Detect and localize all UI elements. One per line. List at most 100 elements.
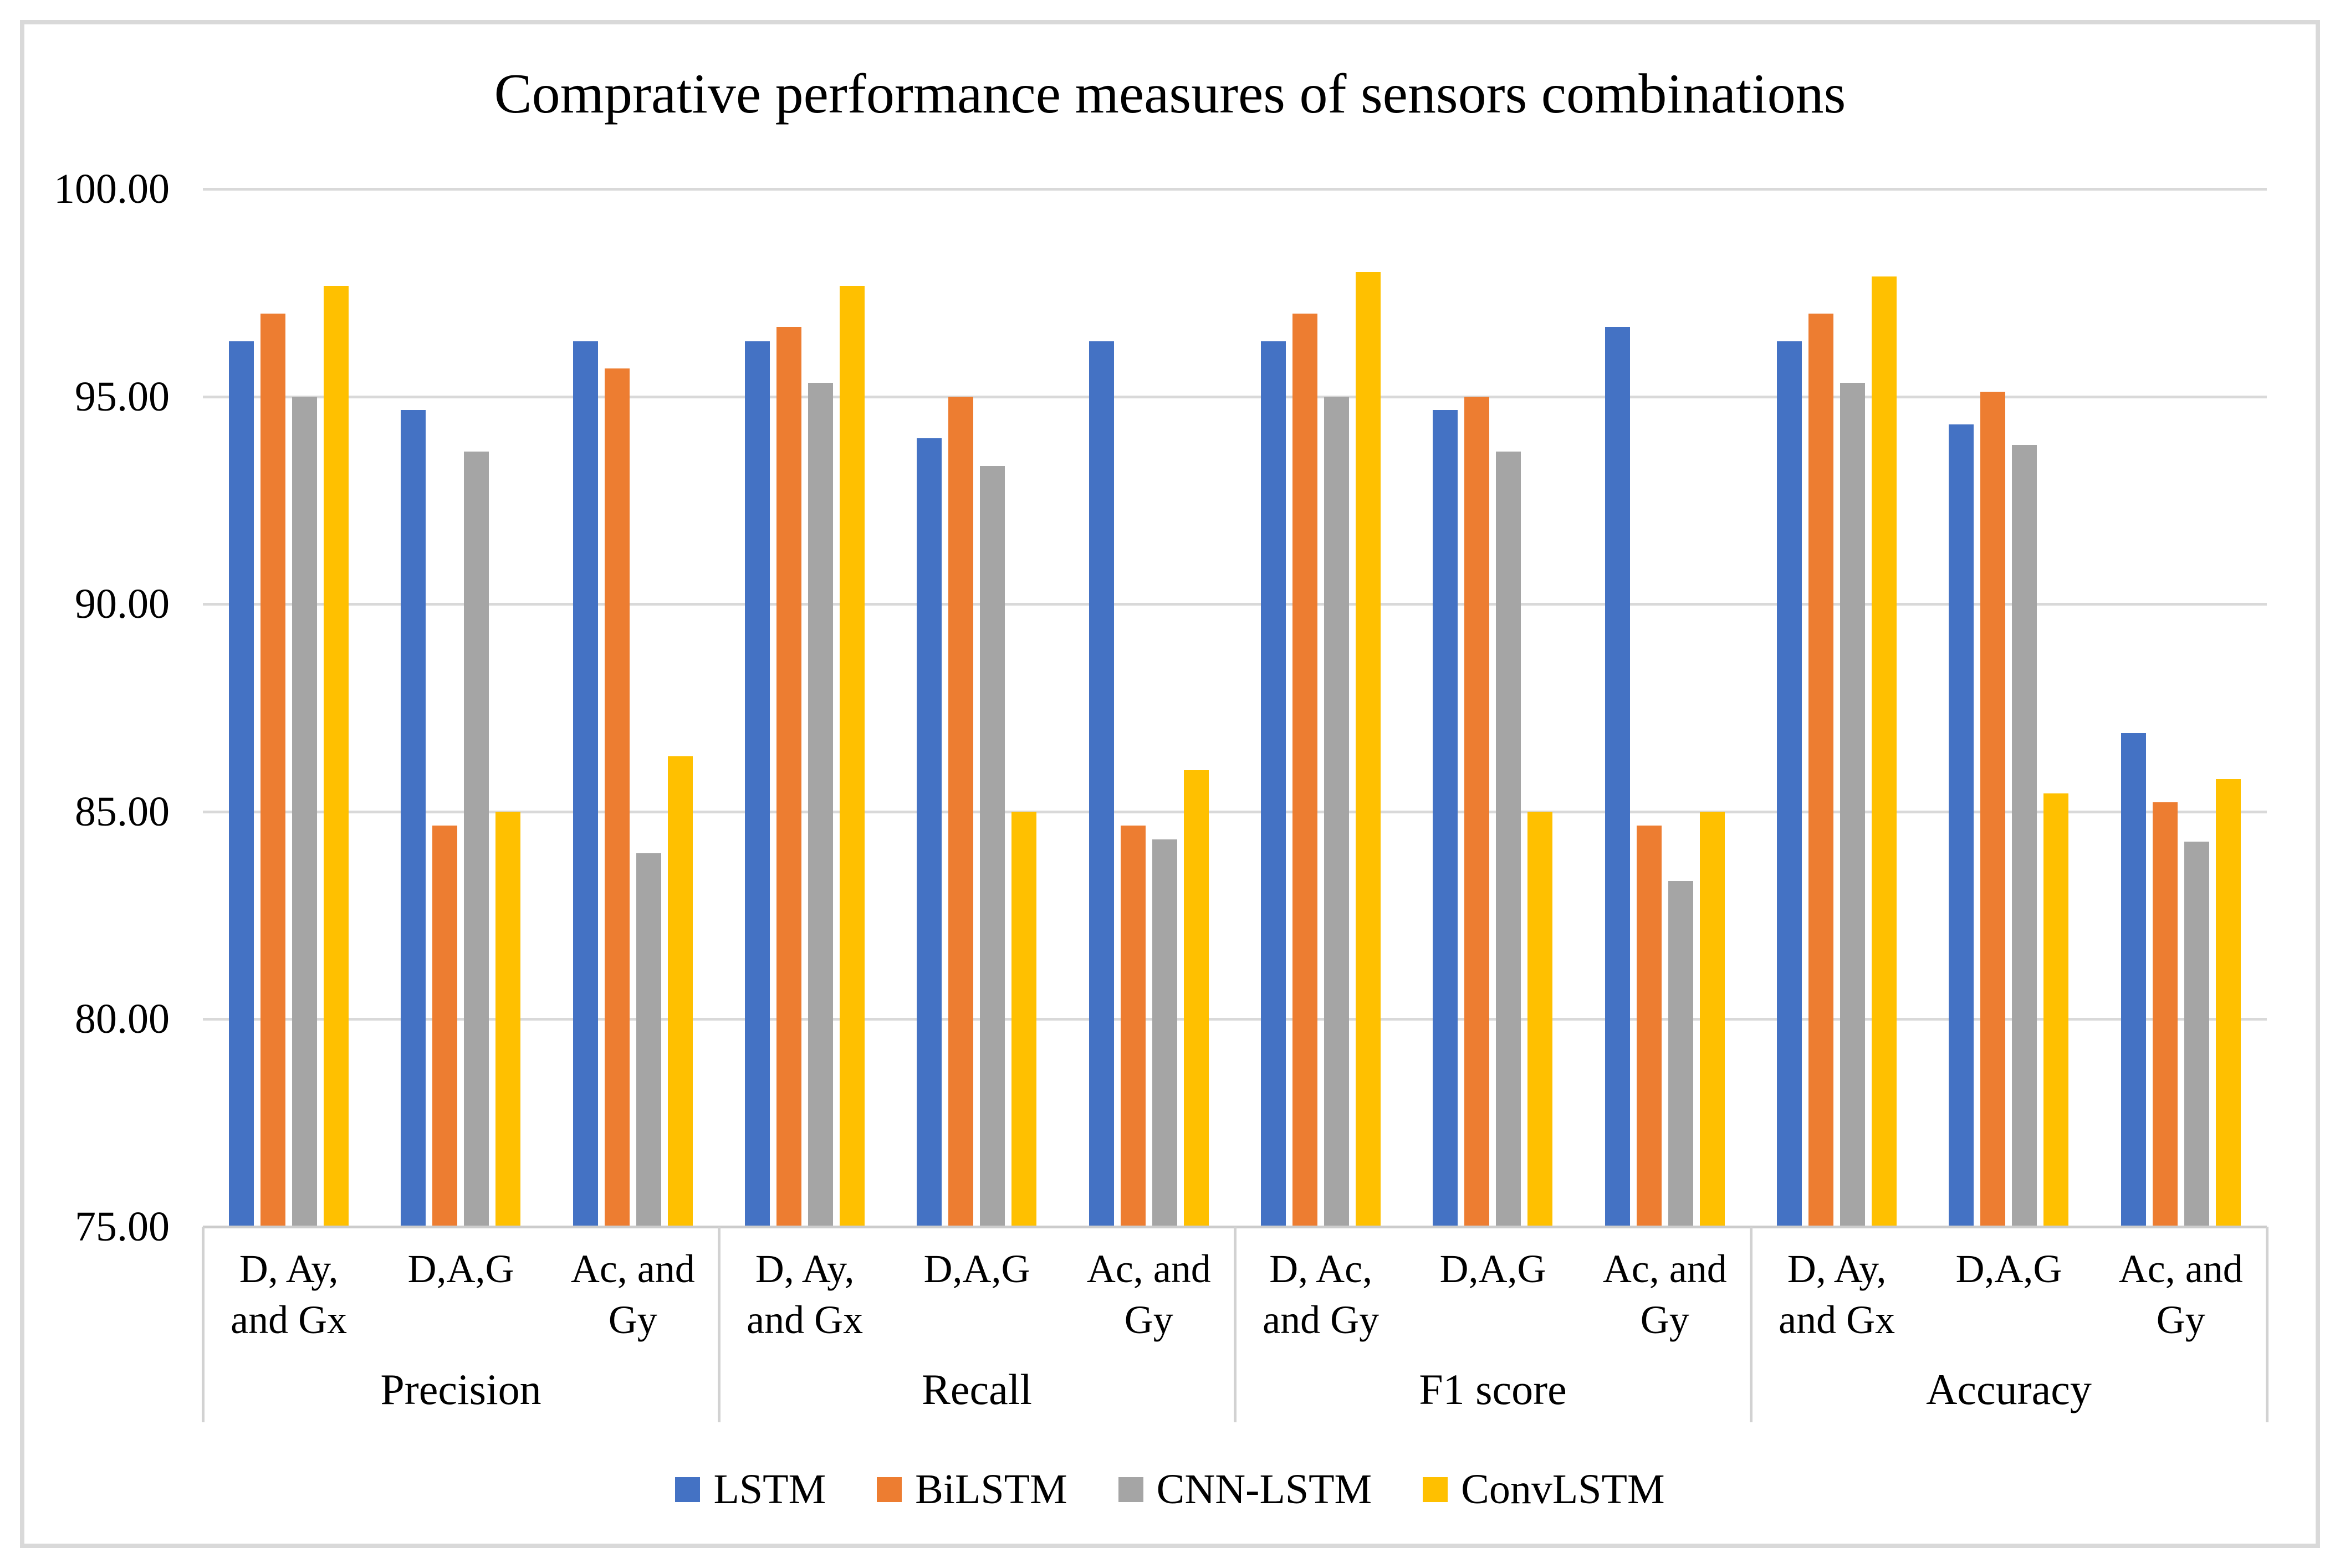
- category-label: D, Ay, and Gx: [1779, 1247, 1895, 1342]
- bar-convlstm: [2215, 779, 2241, 1227]
- category-label-cell: Ac, and Gy: [1579, 1243, 1751, 1345]
- bar-cluster: [1923, 189, 2094, 1227]
- bar-bilstm: [1120, 825, 1146, 1227]
- plot-area: [203, 188, 2267, 1227]
- gridline-90: [203, 603, 2267, 606]
- category-label: D,A,G: [923, 1247, 1030, 1291]
- bar-cnn-lstm: [808, 382, 834, 1227]
- bar-convlstm: [1872, 276, 1897, 1227]
- axis-separator-line: [202, 1227, 205, 1422]
- legend-swatch-convlstm: [1423, 1477, 1448, 1502]
- category-label-cell: D,A,G: [375, 1243, 546, 1345]
- legend-label: BiLSTM: [915, 1466, 1067, 1513]
- bar-bilstm: [432, 825, 458, 1227]
- category-label-row: D, Ay, and Gx D,A,G Ac, and Gy D, Ay, and G…: [203, 1243, 2267, 1345]
- bar-convlstm: [1699, 811, 1725, 1227]
- bar-cluster: [375, 189, 546, 1227]
- bar-cnn-lstm: [1668, 880, 1693, 1227]
- bar-lstm: [1949, 424, 1974, 1227]
- bar-convlstm: [667, 756, 693, 1227]
- legend-label: CNN-LSTM: [1156, 1466, 1372, 1513]
- legend-swatch-cnn-lstm: [1118, 1477, 1143, 1502]
- bar-convlstm: [840, 285, 865, 1227]
- gridline-80: [203, 1018, 2267, 1021]
- bar-lstm: [573, 341, 598, 1227]
- bar-convlstm: [1356, 271, 1381, 1227]
- bar-convlstm: [495, 811, 521, 1227]
- axis-separator-line: [1234, 1227, 1237, 1422]
- bar-bilstm: [1980, 392, 2006, 1227]
- bar-cluster: [203, 189, 375, 1227]
- bar-lstm: [1777, 341, 1802, 1227]
- bar-cluster: [1235, 189, 1407, 1227]
- category-label-cell: D,A,G: [891, 1243, 1062, 1345]
- bar-cluster: [1063, 189, 1235, 1227]
- legend-label: ConvLSTM: [1461, 1466, 1665, 1513]
- bar-cnn-lstm: [2012, 445, 2037, 1227]
- bar-cluster: [2095, 189, 2267, 1227]
- bar-cnn-lstm: [292, 396, 318, 1227]
- bar-lstm: [2121, 733, 2146, 1227]
- bar-cluster: [1407, 189, 1578, 1227]
- category-label: D, Ac, and Gy: [1263, 1247, 1380, 1342]
- bar-bilstm: [1292, 313, 1318, 1227]
- bar-lstm: [1261, 341, 1286, 1227]
- bar-cluster: [719, 189, 891, 1227]
- group-label-f1-score: F1 score: [1419, 1365, 1567, 1413]
- bar-lstm: [1089, 341, 1114, 1227]
- legend-item-cnn-lstm: CNN-LSTM: [1118, 1467, 1372, 1511]
- bar-cnn-lstm: [464, 452, 489, 1227]
- bar-bilstm: [776, 327, 802, 1227]
- category-label-cell: D,A,G: [1923, 1243, 2094, 1345]
- bar-lstm: [401, 410, 426, 1227]
- bar-convlstm: [2043, 793, 2069, 1227]
- chart-frame-border: [20, 20, 2320, 1548]
- bar-bilstm: [948, 396, 974, 1227]
- gridline-100: [203, 188, 2267, 191]
- category-label: Ac, and Gy: [1086, 1247, 1211, 1342]
- legend-item-convlstm: ConvLSTM: [1423, 1466, 1665, 1513]
- category-label: D,A,G: [1439, 1247, 1546, 1291]
- category-label: D, Ay, and Gx: [231, 1247, 348, 1342]
- bar-lstm: [1433, 410, 1458, 1227]
- bar-bilstm: [2152, 802, 2178, 1227]
- bar-cnn-lstm: [636, 853, 661, 1227]
- y-axis-tick-label: 100.00: [54, 166, 170, 212]
- chart-title: Comprative performance measures of senso…: [494, 63, 1846, 125]
- bar-cluster: [1751, 189, 1923, 1227]
- category-label: Ac, and Gy: [1602, 1247, 1727, 1342]
- group-label-row: Precision Recall F1 score Accuracy: [203, 1364, 2267, 1415]
- group-label-accuracy: Accuracy: [1926, 1365, 2092, 1413]
- category-label-cell: Ac, and Gy: [1063, 1243, 1235, 1345]
- bar-cnn-lstm: [1152, 839, 1177, 1227]
- bar-lstm: [229, 341, 254, 1227]
- category-label: D, Ay, and Gx: [747, 1247, 864, 1342]
- bar-cnn-lstm: [2184, 841, 2209, 1227]
- bar-convlstm: [1527, 811, 1553, 1227]
- bar-bilstm: [1464, 396, 1490, 1227]
- legend-label: LSTM: [713, 1466, 826, 1513]
- category-label-cell: D, Ac, and Gy: [1235, 1243, 1407, 1345]
- bar-cluster: [1579, 189, 1751, 1227]
- axis-separator-line: [2266, 1227, 2269, 1422]
- bar-cnn-lstm: [1840, 382, 1866, 1227]
- category-label-cell: D,A,G: [1407, 1243, 1578, 1345]
- bar-cluster: [547, 189, 719, 1227]
- axis-separator-line: [718, 1227, 721, 1422]
- bar-bilstm: [604, 368, 630, 1227]
- group-label-recall: Recall: [921, 1365, 1033, 1413]
- bar-cnn-lstm: [1496, 452, 1521, 1227]
- y-axis-tick-label: 95.00: [75, 373, 170, 420]
- category-label-cell: D, Ay, and Gx: [1751, 1243, 1923, 1345]
- gridline-85: [203, 810, 2267, 813]
- legend-swatch-lstm: [675, 1477, 701, 1502]
- bar-lstm: [745, 341, 770, 1227]
- bar-convlstm: [1011, 811, 1037, 1227]
- category-label: D,A,G: [1955, 1247, 2062, 1291]
- category-label-cell: Ac, and Gy: [547, 1243, 719, 1345]
- bar-lstm: [917, 438, 942, 1227]
- y-axis-tick-label: 90.00: [75, 581, 170, 628]
- y-axis-tick-label: 85.00: [75, 788, 170, 835]
- category-label-cell: D, Ay, and Gx: [203, 1243, 375, 1345]
